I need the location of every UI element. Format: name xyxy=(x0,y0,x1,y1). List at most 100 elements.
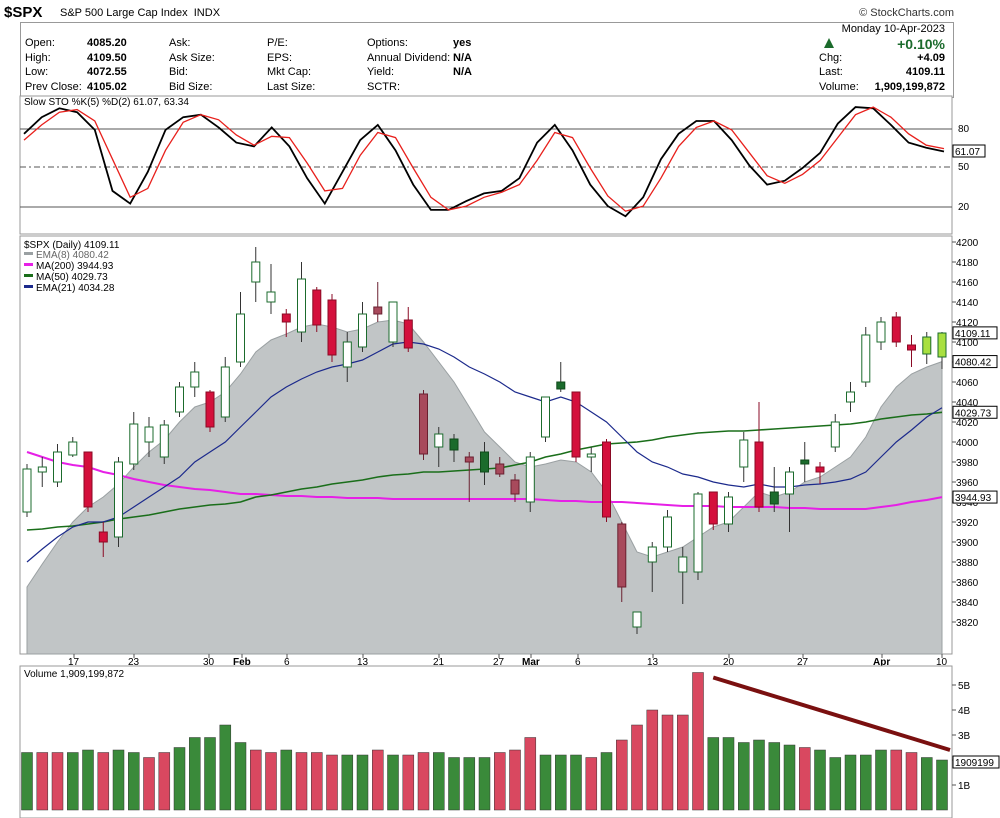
price-tick-label: 4020 xyxy=(956,418,979,429)
volume-bar xyxy=(936,759,948,811)
volume-bar xyxy=(463,757,476,811)
price-candle xyxy=(358,313,367,348)
volume-bar xyxy=(570,754,582,811)
price-candle xyxy=(769,491,779,505)
volume-bar xyxy=(585,757,598,811)
price-candle xyxy=(159,424,169,458)
volume-bar xyxy=(143,757,155,811)
volume-bar xyxy=(417,752,430,811)
mkt-cap-label: Mkt Cap: xyxy=(267,66,312,78)
volume-bar xyxy=(890,749,903,811)
price-candle xyxy=(205,391,215,428)
volume-bar xyxy=(36,752,49,811)
quote-date: Monday 10-Apr-2023 xyxy=(841,23,945,35)
price-candle xyxy=(281,313,291,323)
ema8-area xyxy=(26,319,943,655)
ema8-label: 4080.42 xyxy=(955,358,992,369)
volume-bar xyxy=(21,752,33,811)
volume-bar xyxy=(875,749,887,811)
options-label: Options: xyxy=(367,37,408,49)
volume-bar xyxy=(905,752,918,811)
x-tick-label: 20 xyxy=(723,657,735,668)
legend-swatch xyxy=(24,285,33,288)
price-candle xyxy=(602,441,611,518)
price-tick-label: 3920 xyxy=(956,518,979,529)
price-candle xyxy=(693,493,703,573)
price-candle xyxy=(403,319,413,349)
price-tick-label: 4200 xyxy=(956,238,979,249)
sto-k-line xyxy=(23,106,945,218)
volume-trend-line xyxy=(712,675,951,752)
last-price-label-box xyxy=(952,326,998,340)
x-tick-label: 27 xyxy=(493,657,505,668)
x-tick-label: 10 xyxy=(936,657,948,668)
price-candle xyxy=(251,261,261,283)
sto-tick: 50 xyxy=(958,162,970,173)
ema8-label-box xyxy=(952,355,998,369)
volume-bar xyxy=(921,757,933,811)
bid-label: Bid: xyxy=(169,66,188,78)
ma50-label-box xyxy=(952,405,998,419)
volume-bar xyxy=(555,754,567,811)
x-tick-label: 6 xyxy=(284,657,290,668)
price-candle xyxy=(327,299,337,356)
price-tick-label: 3880 xyxy=(956,558,979,569)
volume-bar xyxy=(433,752,445,811)
price-tick-label: 4060 xyxy=(956,378,979,389)
x-tick-label: 17 xyxy=(68,657,80,668)
ma200-label-box xyxy=(952,490,998,504)
sto-last-box xyxy=(952,144,986,158)
price-tick-label: 3840 xyxy=(956,598,979,609)
ask-label: Ask: xyxy=(169,37,191,49)
high-label: High: xyxy=(25,52,51,64)
last-price-label: 4109.11 xyxy=(955,329,991,340)
volume-bar xyxy=(646,709,659,811)
last-size-label: Last Size: xyxy=(267,81,316,93)
price-tick-label: 4160 xyxy=(956,278,979,289)
price-candle xyxy=(586,453,596,458)
security-name: S&P 500 Large Cap Index INDX xyxy=(60,7,220,19)
last-value: 4109.11 xyxy=(905,66,945,78)
volume-bar xyxy=(631,724,643,811)
sto-tick: 80 xyxy=(958,124,970,135)
volume-bar xyxy=(616,739,628,811)
volume-bar xyxy=(341,754,354,811)
volume-bar xyxy=(189,737,201,811)
x-tick-label: 23 xyxy=(128,657,140,668)
price-candle xyxy=(419,393,428,455)
volume-bar xyxy=(799,747,811,811)
eps-label: EPS: xyxy=(267,52,293,64)
volume-bar xyxy=(265,752,277,811)
price-candle xyxy=(846,391,855,403)
legend-entry: MA(50) 4029.73 xyxy=(36,272,108,283)
volume-bar xyxy=(219,724,232,811)
price-candle xyxy=(312,289,322,326)
price-candle xyxy=(464,456,474,463)
x-tick-label: 30 xyxy=(203,657,215,668)
legend-entry: MA(200) 3944.93 xyxy=(36,261,114,272)
volume-bar xyxy=(51,752,64,811)
price-candle xyxy=(937,332,947,358)
volume-bar xyxy=(97,752,110,811)
price-candle xyxy=(114,461,123,538)
volume-bar xyxy=(844,754,857,811)
price-candle xyxy=(739,439,749,468)
price-title: $SPX (Daily) 4109.11 xyxy=(24,240,120,251)
volume-bar xyxy=(234,742,247,811)
low-label: Low: xyxy=(25,66,49,78)
price-tick-label: 4100 xyxy=(956,338,979,349)
volume-bar xyxy=(311,752,323,811)
volume-bar xyxy=(112,749,125,811)
volume-bar xyxy=(158,752,171,811)
volume-bar xyxy=(783,744,796,811)
price-candle xyxy=(663,516,672,548)
x-tick-label: Apr xyxy=(873,657,890,668)
prev-close-value: 4105.02 xyxy=(87,81,127,93)
volume-bar xyxy=(509,749,521,811)
volume-last-label: 1909199 xyxy=(955,758,994,769)
price-candle xyxy=(541,396,550,438)
price-tick-label: 4040 xyxy=(956,398,979,409)
x-tick-label: 21 xyxy=(433,657,445,668)
legend-swatch xyxy=(24,274,33,277)
price-tick-label: 3860 xyxy=(956,578,979,589)
